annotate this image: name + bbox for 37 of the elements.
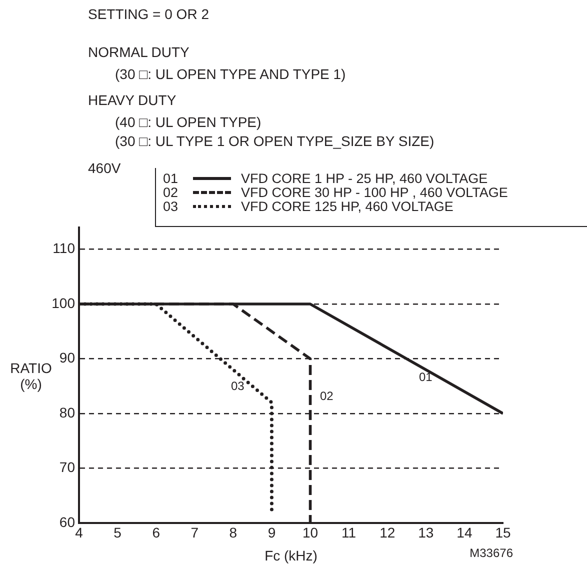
y-tick-label: 60 — [59, 514, 76, 530]
x-tick-label: 15 — [495, 524, 511, 540]
y-tick-label: 80 — [59, 404, 76, 420]
annotation: 02 — [320, 389, 334, 403]
legend-label: VFD CORE 30 HP - 100 HP , 460 VOLTAGE — [241, 184, 508, 200]
x-tick-label: 13 — [418, 524, 434, 540]
text: 02 — [163, 184, 178, 200]
text: HEAVY DUTY — [88, 92, 176, 108]
annotation: 03 — [231, 379, 244, 393]
y-tick-label: 110 — [52, 240, 76, 256]
legend-label: VFD CORE 1 HP - 25 HP, 460 VOLTAGE — [241, 170, 488, 186]
x-tick-label: 10 — [302, 524, 318, 540]
text: M33676 — [470, 546, 513, 560]
text: (40 □: UL OPEN TYPE) — [115, 114, 262, 130]
y-axis-title: RATIO (%) — [9, 360, 53, 392]
x-tick-label: 9 — [268, 524, 276, 540]
x-tick-label: 4 — [75, 524, 84, 540]
chart-title: SETTING = 0 OR 2 — [88, 6, 209, 22]
annotation: 01 — [419, 370, 432, 384]
text: 03 — [163, 198, 178, 214]
x-tick-label: 14 — [456, 524, 472, 540]
x-tick-label: 8 — [229, 524, 238, 540]
x-tick-label: 6 — [152, 524, 160, 540]
x-axis-title: Fc (kHz) — [264, 547, 318, 564]
text: 01 — [163, 170, 178, 186]
y-tick-label: 90 — [59, 350, 76, 366]
text: NORMAL DUTY — [88, 44, 190, 60]
x-tick-label: 12 — [380, 524, 396, 540]
text: (30 □: UL OPEN TYPE AND TYPE 1) — [115, 66, 346, 82]
y-tick-label: 70 — [59, 459, 76, 476]
text: (30 □: UL TYPE 1 OR OPEN TYPE_SIZE BY SIZE) — [115, 133, 434, 149]
y-tick-label: 100 — [52, 294, 76, 311]
x-tick-label: 7 — [190, 524, 199, 540]
legend-label: VFD CORE 125 HP, 460 VOLTAGE — [241, 198, 454, 214]
x-tick-label: 5 — [114, 524, 122, 540]
x-tick-label: 11 — [342, 524, 356, 540]
text: 460V — [88, 160, 121, 176]
